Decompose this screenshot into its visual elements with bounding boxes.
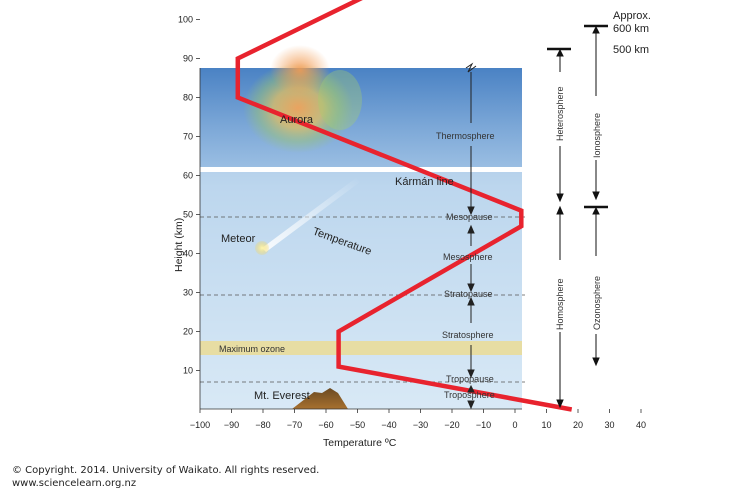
x-tick-label: −60 (318, 420, 333, 430)
x-tick-label: −90 (224, 420, 239, 430)
copyright-line: © Copyright. 2014. University of Waikato… (12, 465, 320, 476)
x-tick-label: −40 (381, 420, 396, 430)
y-tick-label: 90 (183, 54, 193, 64)
y-tick-label: 40 (183, 249, 193, 259)
axis-break-mark (465, 62, 477, 73)
y-axis-ticks: 102030405060708090100110120130140 (178, 15, 200, 376)
x-tick-label: 30 (604, 420, 614, 430)
thermosphere-label: Thermosphere (436, 131, 495, 141)
karman-label: Kármán line (395, 176, 454, 188)
homosphere-bracket (556, 205, 564, 409)
max-ozone-label: Maximum ozone (219, 344, 285, 354)
x-tick-label: −80 (255, 420, 270, 430)
x-axis-title: Temperature ºC (323, 437, 397, 449)
mesosphere-label: Mesosphere (443, 252, 493, 262)
y-tick-label: 20 (183, 327, 193, 337)
y-tick-label: 100 (178, 15, 193, 25)
approx-label: Approx. (613, 10, 651, 22)
x-tick-label: −10 (476, 420, 491, 430)
x-tick-label: 40 (636, 420, 646, 430)
mt-everest-shape (292, 388, 348, 409)
ozone-band (200, 341, 522, 355)
heterosphere-bracket (547, 47, 571, 203)
stratopause-label: Stratopause (444, 289, 493, 299)
everest-label: Mt. Everest (254, 390, 310, 402)
meteor (255, 178, 360, 255)
x-tick-label: −30 (413, 420, 428, 430)
temperature-profile-line (235, 0, 573, 412)
mesopause-label: Mesopause (446, 212, 493, 222)
boundary-lines (200, 216, 525, 383)
y-tick-label: 30 (183, 288, 193, 298)
ozonosphere-bracket (592, 206, 600, 367)
km500-label: 500 km (613, 44, 649, 56)
y-tick-label: 10 (183, 366, 193, 376)
layer-arrows (467, 72, 475, 410)
km600-label: 600 km (613, 23, 649, 35)
x-tick-label: −50 (350, 420, 365, 430)
y-tick-label: 80 (183, 93, 193, 103)
x-tick-label: 10 (541, 420, 551, 430)
x-tick-label: −20 (444, 420, 459, 430)
x-tick-label: −100 (190, 420, 210, 430)
x-tick-label: 20 (573, 420, 583, 430)
ozonosphere-label: Ozonosphere (592, 276, 602, 330)
website-line: www.sciencelearn.org.nz (12, 478, 137, 489)
x-axis-ticks: −100 −90 −80 −70 −60 −50 −40 −30 −20 −10 0 10 20 30 40 (190, 409, 646, 430)
heterosphere-label: Heterosphere (555, 86, 565, 141)
troposphere-label: Troposphere (444, 390, 495, 400)
y-tick-label: 70 (183, 132, 193, 142)
x-tick-label: 0 (512, 420, 517, 430)
stratosphere-label: Stratosphere (442, 330, 494, 340)
y-axis-title: Height (km) (173, 218, 185, 272)
y-tick-label: 50 (183, 210, 193, 220)
meteor-label: Meteor (221, 233, 256, 245)
aurora-label: Aurora (280, 114, 314, 126)
y-tick-label: 60 (183, 171, 193, 181)
ionosphere-label: Ionosphere (592, 113, 602, 158)
homosphere-label: Homosphere (555, 278, 565, 330)
tropopause-label: Tropopause (446, 374, 494, 384)
karman-line (200, 167, 540, 172)
x-tick-label: −70 (287, 420, 302, 430)
